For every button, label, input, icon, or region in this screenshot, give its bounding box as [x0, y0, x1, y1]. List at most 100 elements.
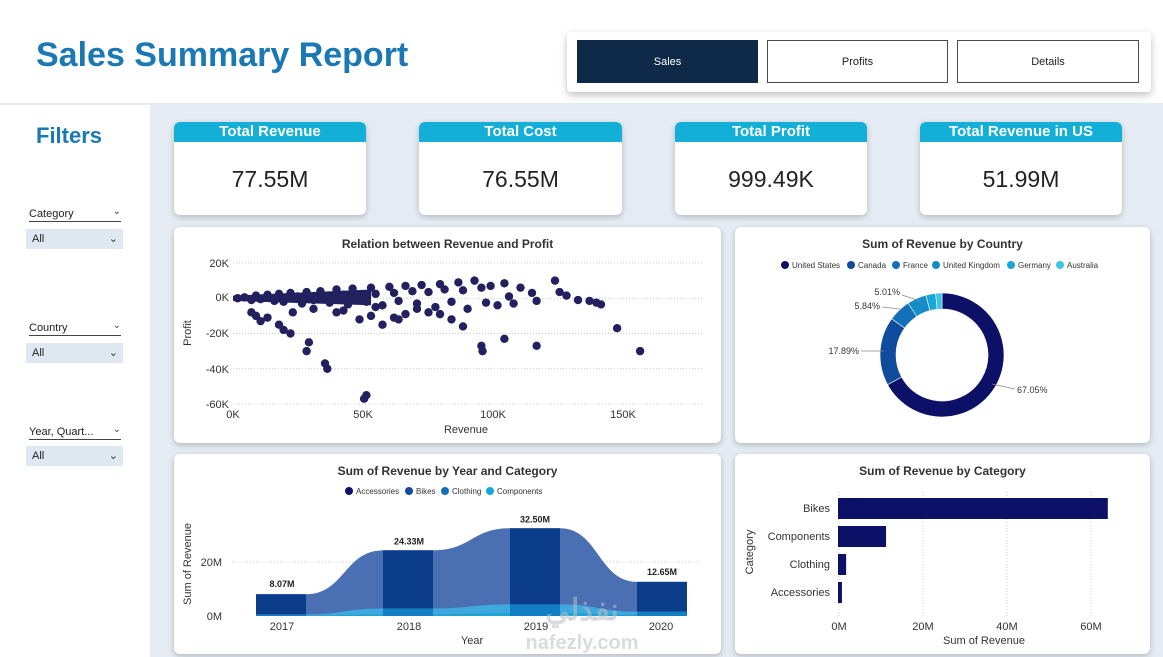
scatter-point[interactable]: [412, 304, 422, 314]
scatter-point[interactable]: [532, 296, 541, 306]
scatter-point[interactable]: [316, 287, 325, 296]
scatter-point[interactable]: [516, 283, 525, 292]
scatter-point[interactable]: [297, 299, 307, 308]
scatter-point[interactable]: [325, 298, 334, 307]
donut-slice[interactable]: [887, 292, 1005, 418]
scatter-point[interactable]: [504, 292, 514, 301]
area-band-components[interactable]: [256, 604, 687, 616]
scatter-point[interactable]: [401, 309, 410, 319]
scatter-point[interactable]: [463, 304, 472, 314]
donut-slice[interactable]: [879, 318, 906, 386]
scatter-point[interactable]: [635, 346, 645, 356]
scatter-point[interactable]: [304, 338, 314, 347]
scatter-point[interactable]: [394, 315, 403, 324]
kpi-card-total-revenue-us[interactable]: Total Revenue in US 51.99M: [920, 122, 1122, 215]
scatter-point[interactable]: [233, 294, 242, 303]
scatter-point[interactable]: [562, 291, 571, 300]
scatter-point[interactable]: [454, 278, 463, 287]
scatter-point[interactable]: [366, 283, 376, 292]
scatter-point[interactable]: [478, 346, 487, 356]
year-column-bikes[interactable]: [383, 550, 433, 609]
scatter-point[interactable]: [270, 296, 279, 306]
scatter-point[interactable]: [612, 324, 622, 333]
scatter-point[interactable]: [323, 364, 332, 373]
year-column-components[interactable]: [256, 614, 306, 616]
scatter-point[interactable]: [477, 283, 486, 292]
year-column-bikes[interactable]: [510, 528, 560, 605]
scatter-point[interactable]: [424, 287, 433, 297]
scatter-chart-card[interactable]: Relation between Revenue and Profit 20K …: [174, 227, 721, 443]
scatter-point[interactable]: [378, 320, 387, 329]
scatter-point[interactable]: [447, 315, 456, 324]
scatter-point[interactable]: [371, 302, 380, 312]
scatter-point[interactable]: [371, 289, 380, 299]
scatter-point[interactable]: [355, 315, 364, 324]
scatter-point[interactable]: [309, 295, 318, 305]
scatter-point[interactable]: [286, 288, 295, 298]
scatter-point[interactable]: [431, 302, 440, 312]
scatter-point[interactable]: [362, 297, 371, 306]
scatter-point[interactable]: [302, 287, 311, 297]
scatter-point[interactable]: [596, 300, 606, 309]
scatter-point[interactable]: [585, 296, 594, 306]
scatter-point[interactable]: [435, 309, 445, 319]
scatter-point[interactable]: [500, 334, 509, 343]
scatter-point[interactable]: [348, 284, 357, 293]
scatter-point[interactable]: [355, 291, 364, 300]
year-column-components[interactable]: [383, 608, 433, 616]
year-column-components[interactable]: [637, 611, 687, 616]
scatter-point[interactable]: [279, 325, 288, 335]
category-bar[interactable]: [838, 526, 887, 547]
scatter-point[interactable]: [263, 290, 272, 299]
year-quarter-filter-dropdown[interactable]: All ⌄: [26, 446, 123, 466]
category-bar[interactable]: [838, 582, 842, 603]
scatter-point[interactable]: [309, 304, 318, 314]
scatter-point[interactable]: [408, 287, 417, 296]
scatter-point[interactable]: [470, 276, 479, 285]
scatter-point[interactable]: [527, 288, 537, 298]
category-filter-label[interactable]: Category ⌄: [29, 206, 121, 222]
scatter-point[interactable]: [339, 290, 348, 299]
scatter-point[interactable]: [481, 298, 491, 307]
scatter-point[interactable]: [288, 308, 297, 317]
scatter-point[interactable]: [394, 296, 403, 306]
scatter-point[interactable]: [293, 292, 302, 301]
category-filter-dropdown[interactable]: All ⌄: [26, 229, 123, 249]
profits-nav-button[interactable]: Profits: [767, 40, 948, 83]
scatter-point[interactable]: [424, 308, 433, 317]
scatter-point[interactable]: [440, 285, 449, 294]
scatter-point[interactable]: [500, 279, 509, 288]
kpi-card-total-profit[interactable]: Total Profit 999.49K: [675, 122, 867, 215]
details-nav-button[interactable]: Details: [957, 40, 1139, 83]
year-column-components[interactable]: [510, 604, 560, 616]
sales-nav-button[interactable]: Sales: [577, 40, 758, 83]
scatter-point[interactable]: [302, 346, 311, 356]
scatter-point[interactable]: [573, 295, 583, 305]
scatter-point[interactable]: [279, 297, 288, 306]
scatter-point[interactable]: [417, 280, 426, 290]
scatter-point[interactable]: [274, 289, 284, 299]
area-band-bikes[interactable]: [256, 528, 687, 616]
scatter-point[interactable]: [286, 329, 295, 338]
donut-chart-card[interactable]: Sum of Revenue by Country United States …: [735, 227, 1150, 443]
scatter-point[interactable]: [532, 341, 541, 351]
scatter-point[interactable]: [378, 301, 387, 310]
area-band-clothing[interactable]: [256, 613, 687, 616]
scatter-point[interactable]: [263, 313, 272, 322]
scatter-point[interactable]: [385, 282, 394, 291]
year-column-bikes[interactable]: [256, 594, 306, 615]
scatter-point[interactable]: [458, 322, 468, 331]
scatter-point[interactable]: [256, 316, 265, 326]
bar-chart-card[interactable]: Sum of Revenue by Category Bikes Componen…: [735, 454, 1150, 654]
category-bar[interactable]: [838, 554, 847, 575]
category-bar[interactable]: [838, 498, 1108, 519]
scatter-point[interactable]: [332, 308, 341, 317]
kpi-card-total-cost[interactable]: Total Cost 76.55M: [419, 122, 622, 215]
scatter-point[interactable]: [359, 394, 369, 403]
scatter-point[interactable]: [555, 287, 564, 297]
scatter-point[interactable]: [486, 281, 495, 291]
year-quarter-filter-label[interactable]: Year, Quart... ⌄: [29, 424, 121, 440]
scatter-point[interactable]: [256, 294, 265, 304]
kpi-card-total-revenue[interactable]: Total Revenue 77.55M: [174, 122, 366, 215]
scatter-point[interactable]: [493, 301, 502, 310]
